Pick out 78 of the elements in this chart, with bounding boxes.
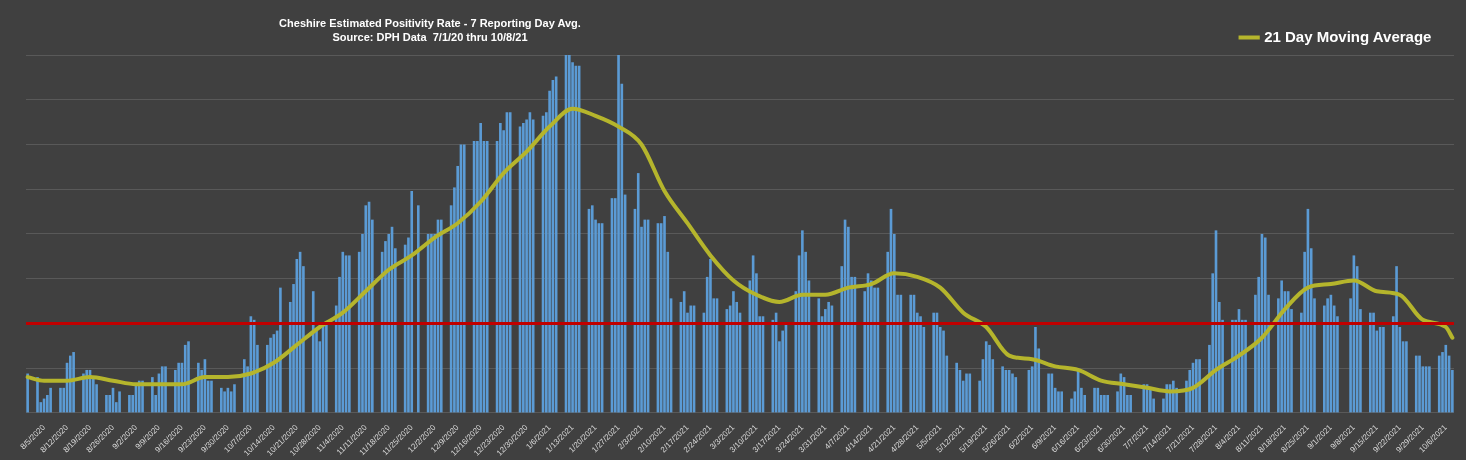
bar: [59, 387, 62, 413]
bar: [183, 344, 187, 413]
bar: [325, 323, 328, 413]
bar: [348, 255, 351, 413]
bar: [49, 387, 52, 413]
bar: [105, 395, 108, 413]
bar: [968, 373, 972, 413]
bar: [118, 391, 121, 413]
bar: [955, 362, 958, 413]
bar: [1263, 237, 1267, 413]
bar: [1060, 391, 1064, 413]
bar: [311, 291, 315, 413]
bar: [210, 380, 213, 413]
bar: [479, 123, 482, 413]
bar: [197, 362, 200, 413]
bar: [1414, 355, 1418, 413]
bar: [1372, 312, 1375, 413]
bar: [827, 301, 830, 413]
bar: [522, 123, 525, 413]
bar: [1129, 395, 1132, 413]
bar: [1047, 373, 1050, 413]
bar: [1103, 395, 1106, 413]
bar: [988, 344, 991, 413]
bar: [160, 366, 164, 413]
bar: [1106, 395, 1109, 413]
bar: [682, 291, 686, 413]
bar: [984, 341, 988, 413]
bar: [1034, 327, 1037, 413]
bar: [499, 123, 502, 413]
chart-subtitle: Source: DPH Data 7/1/20 thru 10/8/21: [331, 30, 529, 44]
bar: [128, 395, 131, 413]
bar: [1437, 355, 1441, 413]
bar: [1326, 298, 1329, 413]
bar: [1428, 366, 1431, 413]
bar: [187, 341, 190, 413]
bar: [72, 352, 75, 413]
bar: [1405, 341, 1408, 413]
bar: [164, 366, 167, 413]
bar: [1418, 355, 1421, 413]
bar: [279, 287, 282, 413]
bar: [1231, 319, 1234, 413]
bar: [233, 384, 236, 413]
bar: [919, 316, 922, 413]
bar: [269, 337, 272, 413]
bar: [1198, 359, 1201, 413]
bar: [410, 191, 414, 413]
bar: [965, 373, 968, 413]
bar: [416, 205, 420, 413]
bar: [1001, 366, 1004, 413]
bar: [709, 259, 712, 413]
bar: [801, 230, 804, 413]
bar: [617, 55, 620, 413]
bar: [220, 387, 223, 413]
bar: [636, 173, 640, 413]
bar: [1382, 327, 1385, 413]
bar: [1444, 344, 1448, 413]
bar: [1368, 312, 1372, 413]
bar: [732, 291, 735, 413]
bar: [1244, 319, 1247, 413]
chart-title: Cheshire Estimated Positivity Rate - 7 Reporting Day Avg.: [279, 16, 581, 30]
bar: [1395, 266, 1398, 413]
bar: [69, 355, 72, 413]
bar: [1149, 387, 1152, 413]
bar: [1011, 373, 1014, 413]
bar: [817, 298, 821, 413]
bar: [1093, 387, 1096, 413]
bar: [942, 330, 945, 413]
bar: [1014, 377, 1018, 413]
bar: [223, 391, 226, 413]
bar: [430, 233, 433, 413]
bar: [1280, 280, 1283, 413]
legend-label: 21 Day Moving Average: [1264, 27, 1432, 45]
bar: [341, 251, 345, 413]
bar: [242, 359, 246, 413]
bar: [663, 216, 666, 413]
bar: [1057, 391, 1060, 413]
bar: [364, 205, 368, 413]
bar: [932, 312, 935, 413]
